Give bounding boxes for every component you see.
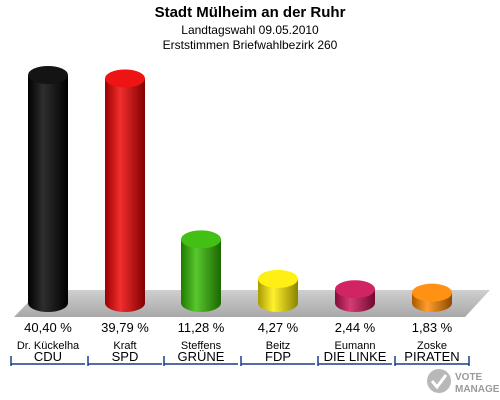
party-label: GRÜNE xyxy=(178,349,225,364)
party-label: SPD xyxy=(112,349,139,364)
party-label: FDP xyxy=(265,349,291,364)
candidate-label: Eumann xyxy=(335,340,376,352)
candidate-label: Zoske xyxy=(417,340,447,352)
chart-subtitle-district: Erststimmen Briefwahlbezirk 260 xyxy=(163,38,338,52)
vote-manager-logo-line2: MANAGER xyxy=(455,384,500,395)
vote-manager-logo-mark xyxy=(427,369,451,393)
party-label: PIRATEN xyxy=(404,349,459,364)
vote-manager-logo: VOTE MANAGER xyxy=(427,369,500,395)
chart-title: Stadt Mülheim an der Ruhr xyxy=(155,4,346,21)
bar-cdu xyxy=(28,66,68,312)
value-labels-group: 40,40 % 39,79 % 11,28 % 4,27 % 2,44 % 1,83 % xyxy=(24,320,453,335)
candidate-label: Steffens xyxy=(181,340,222,352)
party-label: DIE LINKE xyxy=(324,349,387,364)
bar-fdp xyxy=(258,269,298,312)
value-label: 2,44 % xyxy=(335,320,376,335)
value-label: 40,40 % xyxy=(24,320,72,335)
candidate-label: Dr. Kückelha xyxy=(17,340,80,352)
value-label: 11,28 % xyxy=(178,320,225,335)
party-label: CDU xyxy=(34,349,62,364)
vote-manager-logo-line1: VOTE xyxy=(455,372,483,383)
bar-grüne xyxy=(181,230,221,312)
value-label: 4,27 % xyxy=(258,320,299,335)
bar-die-linke xyxy=(335,280,375,312)
value-label: 39,79 % xyxy=(101,320,149,335)
chart-subtitle-election: Landtagswahl 09.05.2010 xyxy=(181,23,319,37)
bar-piraten xyxy=(412,283,452,312)
bar-spd xyxy=(105,69,145,313)
candidate-label: Beitz xyxy=(266,340,290,352)
bars-group xyxy=(28,66,452,313)
candidate-label: Kraft xyxy=(113,340,136,352)
value-label: 1,83 % xyxy=(412,320,453,335)
